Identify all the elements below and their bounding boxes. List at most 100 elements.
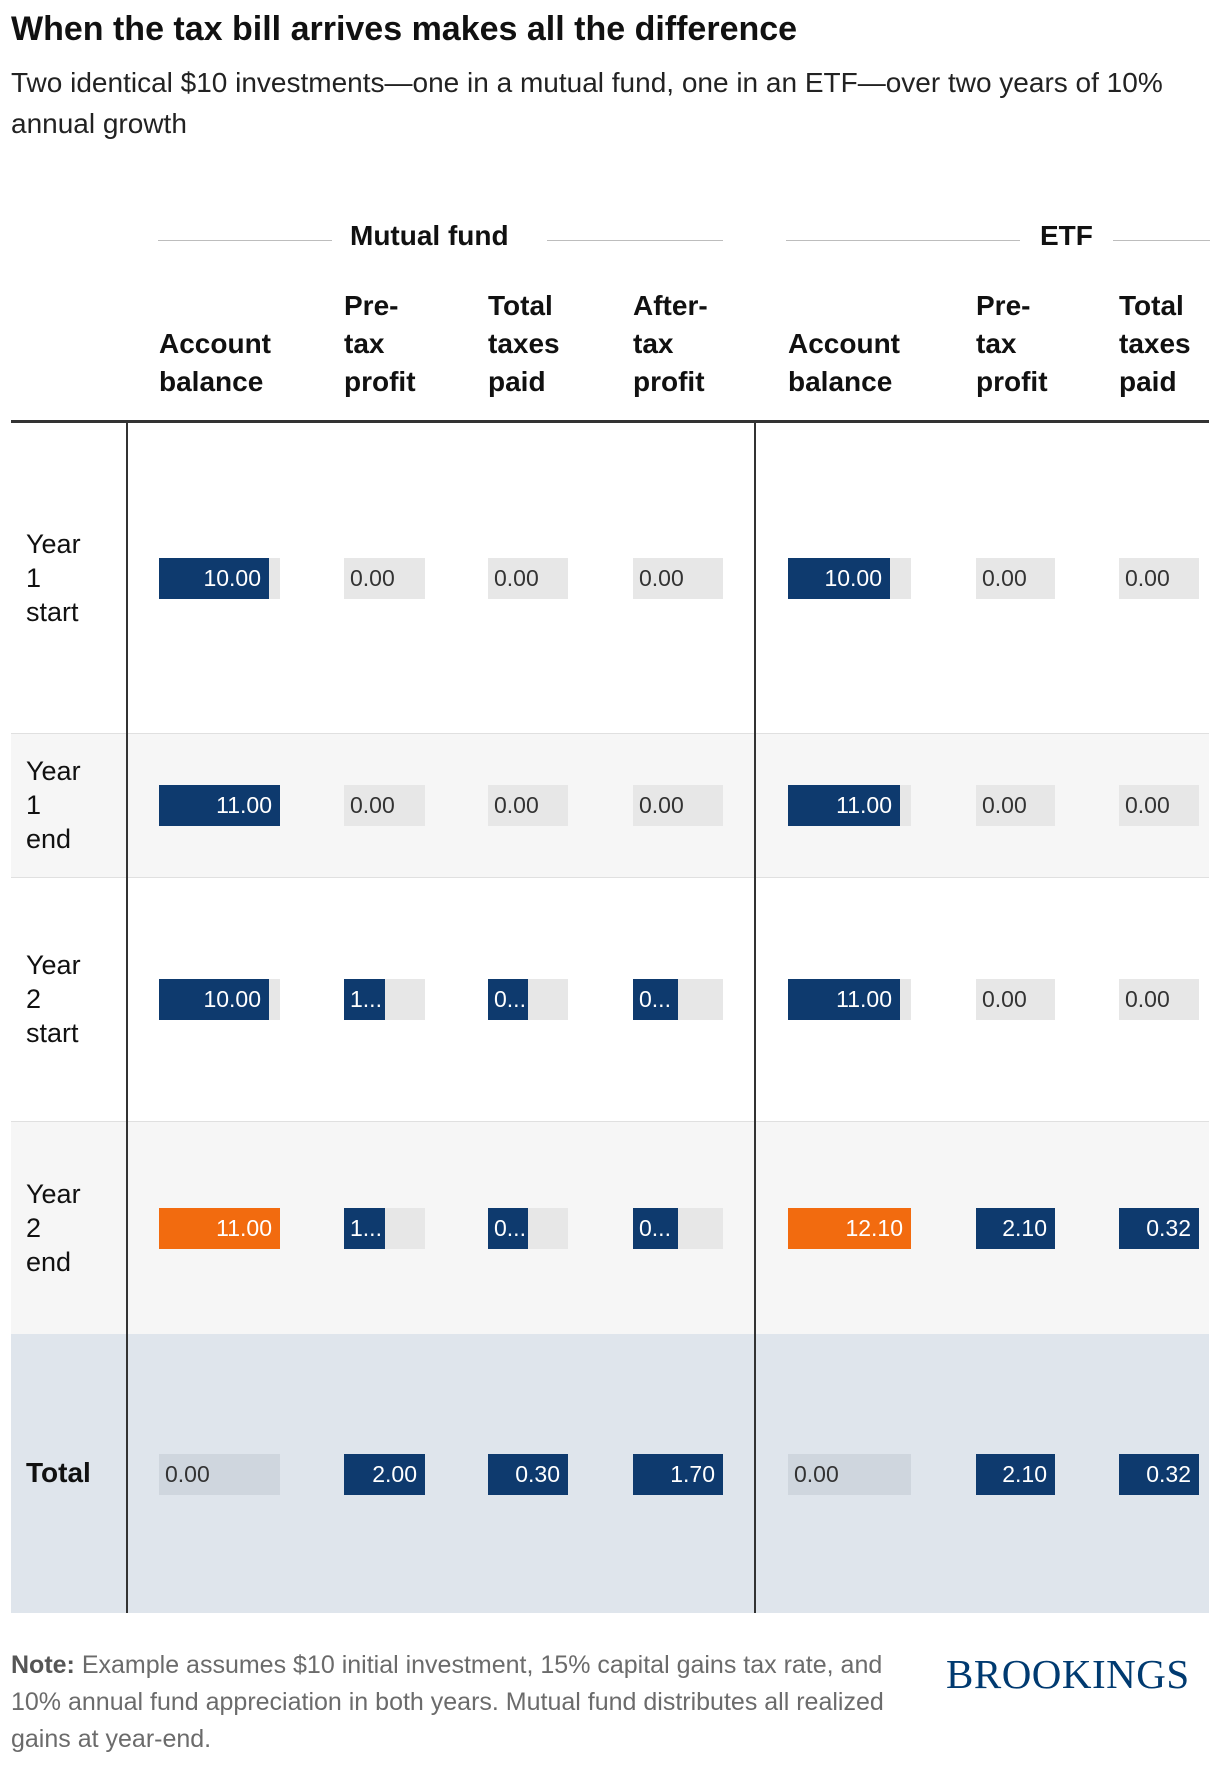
bar-fill: [488, 1207, 528, 1249]
cell-bar: 0.00: [788, 1453, 911, 1495]
cell-bar: 0.00: [488, 785, 568, 826]
cell-bar: 0.00: [976, 979, 1055, 1020]
cell-value: 0.00: [494, 565, 539, 591]
cell-bar: 1...: [344, 1207, 425, 1249]
cell-value: 0.32: [1146, 1214, 1191, 1241]
column-header-line: taxes: [488, 328, 560, 359]
cell-value: 0...: [494, 1214, 526, 1241]
cell-bar: 0.00: [1119, 558, 1199, 599]
column-header: After-tax profit: [633, 287, 708, 401]
row-label: Year 2 end: [26, 1177, 81, 1279]
bar-track: [488, 558, 568, 599]
cell-value: 2.00: [372, 1460, 417, 1487]
cell-bar: 0.00: [976, 785, 1055, 826]
chart-subtitle: Two identical $10 investments—one in a m…: [11, 67, 1163, 139]
cell-value: 0...: [639, 1214, 671, 1241]
cell-bar: 0.00: [633, 558, 723, 599]
cell-value: 0.32: [1146, 1460, 1191, 1487]
bar-track: [788, 1453, 911, 1495]
row-label-line: Year: [26, 950, 81, 980]
bar-track: [1119, 979, 1199, 1020]
cell-bar: 2.10: [976, 1207, 1055, 1249]
row-label-line: 1: [26, 790, 42, 820]
column-header-line: paid: [1119, 366, 1177, 397]
cell-value: 1.70: [670, 1460, 715, 1487]
column-header-line: Pre-: [344, 290, 399, 321]
cell-value: 0.00: [350, 565, 395, 591]
bar-fill: [488, 1453, 568, 1495]
total-row-label: Total: [26, 1457, 91, 1489]
column-header-line: balance: [788, 366, 893, 397]
row-label-line: start: [26, 597, 79, 627]
cell-value: 2.10: [1002, 1460, 1047, 1487]
cell-value: 0.00: [982, 986, 1027, 1012]
column-header-line: balance: [159, 366, 264, 397]
column-header-line: profit: [344, 366, 416, 397]
bar-track: [1119, 558, 1199, 599]
cell-bar: 0.32: [1119, 1207, 1199, 1249]
column-header-line: paid: [488, 366, 546, 397]
cell-bar: 0.32: [1119, 1453, 1199, 1495]
cell-bar: 0.00: [1119, 785, 1199, 826]
group-header-mutual-fund: Mutual fund: [158, 220, 723, 260]
bar-fill: [159, 1207, 280, 1249]
cell-bar: 11.00: [159, 1207, 280, 1249]
cell-bar: 11.00: [788, 979, 911, 1020]
group-rule-left: [786, 240, 1020, 241]
cell-bar: 2.10: [976, 1453, 1055, 1495]
bar-track: [976, 558, 1055, 599]
column-header-line: profit: [976, 366, 1048, 397]
bar-fill: [976, 1207, 1055, 1249]
group-rule-right: [1113, 240, 1210, 241]
cell-bar: 0.00: [1119, 979, 1199, 1020]
bar-fill: [159, 558, 269, 599]
cell-value: 11.00: [216, 792, 272, 818]
cell-value: 10.00: [824, 565, 882, 591]
cell-value: 0.00: [1125, 565, 1170, 591]
bar-fill: [159, 979, 269, 1020]
cell-bar: 0.00: [344, 558, 425, 599]
column-header-line: tax: [633, 328, 674, 359]
bar-fill: [488, 979, 528, 1020]
row-label-line: start: [26, 1018, 79, 1048]
column-header-line: taxes: [1119, 328, 1191, 359]
bar-fill: [344, 1207, 385, 1249]
column-header-line: Total: [488, 290, 553, 321]
bar-track: [976, 979, 1055, 1020]
cell-bar: 0.00: [488, 558, 568, 599]
chart-note: Note: Example assumes $10 initial invest…: [11, 1647, 901, 1758]
cell-value: 0.00: [639, 792, 684, 818]
brookings-logo: BROOKINGS: [946, 1651, 1190, 1697]
bar-track: [159, 1453, 280, 1495]
row-label: Year 1 end: [26, 754, 81, 856]
bar-fill: [344, 979, 385, 1020]
column-header-line: tax: [344, 328, 385, 359]
bar-track: [344, 558, 425, 599]
column-header: Account balance: [788, 325, 900, 401]
column-header-line: Pre-: [976, 290, 1031, 321]
column-header: Total taxes paid: [1119, 287, 1191, 401]
cell-bar: 2.00: [344, 1453, 425, 1495]
column-divider: [126, 423, 128, 1613]
cell-value: 1...: [350, 986, 382, 1012]
cell-bar: 0...: [633, 979, 723, 1020]
bar-track: [633, 785, 723, 826]
bar-fill: [633, 1207, 678, 1249]
cell-value: 0...: [639, 986, 671, 1012]
bar-fill: [788, 979, 900, 1020]
column-header-line: Account: [159, 328, 271, 359]
bar-fill: [788, 558, 890, 599]
row-label-line: end: [26, 1246, 72, 1277]
row-label-line: end: [26, 824, 72, 854]
row-label-line: 2: [26, 984, 42, 1014]
column-header-line: tax: [976, 328, 1017, 359]
bar-fill: [633, 1453, 723, 1495]
bar-fill: [159, 785, 280, 826]
row-label-line: Total: [26, 1456, 91, 1488]
cell-bar: 10.00: [788, 558, 911, 599]
cell-value: 11.00: [216, 1214, 272, 1241]
bar-track: [344, 785, 425, 826]
column-header-line: Total: [1119, 290, 1184, 321]
group-header-etf: ETF: [786, 220, 1210, 260]
bar-track: [976, 785, 1055, 826]
